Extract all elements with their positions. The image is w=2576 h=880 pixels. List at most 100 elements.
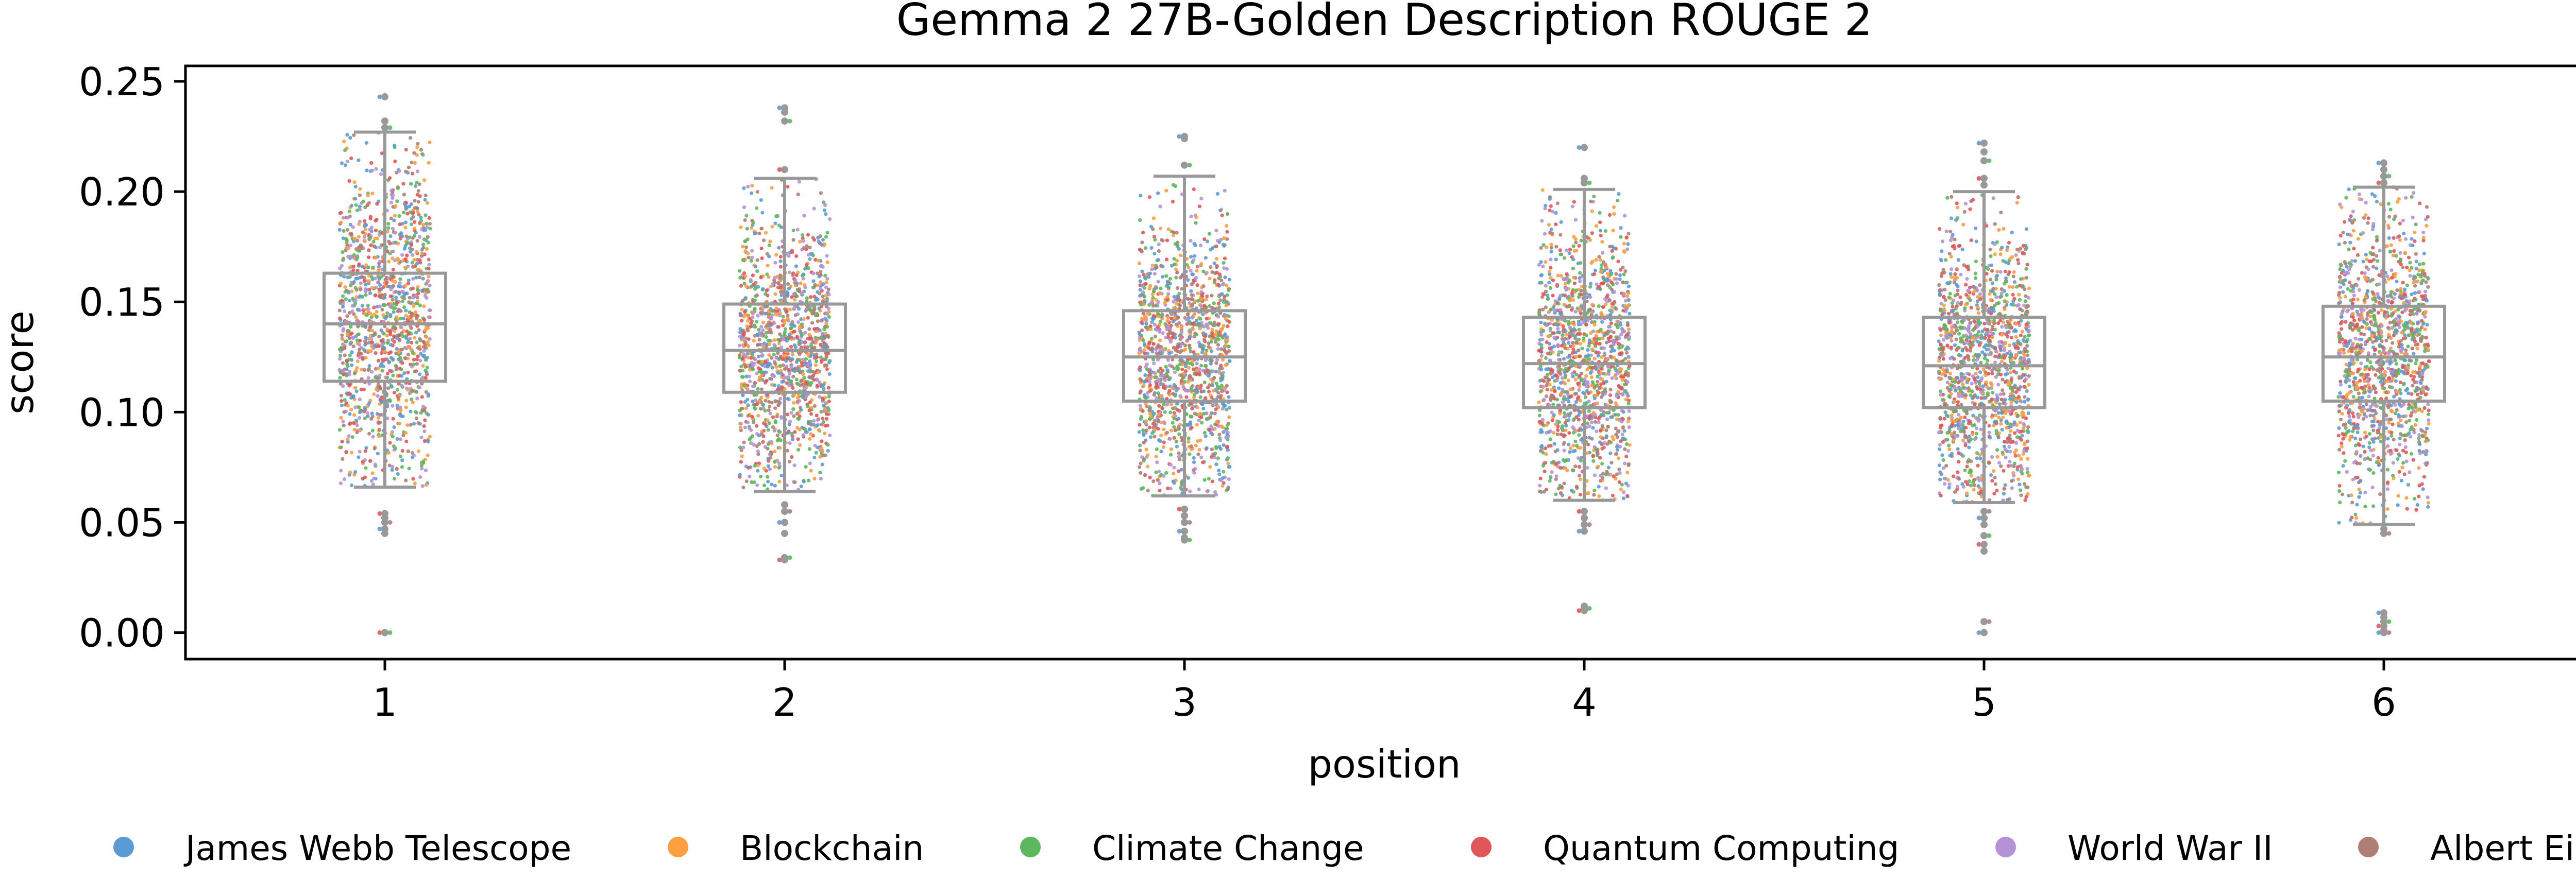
scatter-point	[767, 342, 771, 347]
scatter-point	[1545, 384, 1549, 388]
scatter-point	[350, 435, 354, 439]
scatter-point	[1173, 394, 1177, 398]
scatter-point	[1214, 369, 1218, 374]
scatter-point	[409, 182, 413, 186]
scatter-point	[1208, 416, 1212, 420]
scatter-point	[406, 353, 411, 357]
scatter-point	[1155, 460, 1159, 464]
scatter-point	[415, 396, 419, 401]
scatter-point	[1626, 399, 1631, 403]
scatter-point	[421, 354, 425, 358]
scatter-point	[825, 260, 829, 264]
scatter-point	[1146, 312, 1150, 316]
scatter-point	[388, 303, 392, 308]
scatter-point	[1626, 402, 1631, 406]
scatter-point	[778, 332, 782, 336]
scatter-point	[404, 148, 408, 152]
scatter-point	[756, 469, 760, 473]
scatter-point	[401, 258, 405, 263]
scatter-point	[776, 351, 780, 355]
scatter-point	[745, 227, 749, 231]
scatter-point	[395, 365, 399, 369]
scatter-point	[1139, 415, 1143, 419]
scatter-point	[406, 315, 411, 319]
scatter-point	[1179, 330, 1184, 334]
scatter-point	[1156, 478, 1160, 482]
scatter-point	[1157, 412, 1161, 417]
scatter-point	[351, 239, 356, 244]
scatter-point	[423, 457, 427, 461]
outlier-point	[377, 511, 382, 516]
scatter-point	[812, 476, 817, 480]
scatter-point	[417, 328, 421, 332]
scatter-point	[1142, 384, 1146, 388]
scatter-point	[815, 424, 819, 428]
scatter-point	[1605, 417, 1609, 421]
scatter-point	[741, 375, 745, 379]
scatter-point	[357, 342, 362, 347]
scatter-point	[421, 340, 426, 344]
scatter-point	[1551, 294, 1555, 298]
scatter-point	[399, 408, 403, 412]
scatter-point	[337, 368, 342, 372]
scatter-point	[812, 404, 817, 408]
scatter-point	[739, 460, 743, 464]
scatter-point	[1202, 389, 1206, 393]
scatter-point	[811, 271, 816, 275]
scatter-point	[341, 329, 345, 333]
scatter-point	[824, 401, 828, 405]
scatter-point	[385, 375, 389, 380]
scatter-point	[1155, 327, 1159, 332]
scatter-point	[761, 328, 765, 332]
scatter-point	[417, 449, 421, 453]
scatter-point	[348, 244, 352, 248]
scatter-point	[1537, 263, 1541, 267]
scatter-point	[1189, 349, 1193, 353]
scatter-point	[1172, 257, 1176, 261]
scatter-point	[417, 213, 421, 217]
scatter-point	[1197, 324, 1201, 328]
scatter-point	[1628, 335, 1632, 339]
scatter-point	[1164, 257, 1168, 262]
scatter-point	[1171, 319, 1175, 324]
scatter-point	[1557, 350, 1561, 354]
scatter-point	[1148, 411, 1152, 416]
scatter-point	[392, 390, 397, 395]
scatter-point	[792, 292, 796, 296]
scatter-point	[1199, 364, 1204, 368]
scatter-point	[1160, 313, 1164, 317]
scatter-point	[792, 463, 796, 468]
scatter-point	[1222, 282, 1226, 286]
scatter-point	[1154, 396, 1159, 400]
scatter-point	[1138, 338, 1142, 342]
scatter-point	[1627, 416, 1631, 421]
scatter-point	[1578, 474, 1582, 478]
scatter-point	[1220, 389, 1224, 393]
scatter-point	[1573, 309, 1578, 314]
scatter-point	[811, 253, 815, 257]
scatter-point	[427, 263, 431, 267]
scatter-point	[1549, 398, 1553, 402]
scatter-point	[1189, 415, 1193, 419]
scatter-point	[823, 424, 827, 428]
scatter-point	[1207, 477, 1211, 481]
scatter-point	[408, 296, 412, 300]
scatter-point	[405, 291, 409, 296]
scatter-point	[1585, 310, 1589, 315]
scatter-point	[1225, 390, 1229, 394]
scatter-point	[825, 277, 829, 281]
scatter-point	[755, 371, 759, 375]
scatter-point	[781, 315, 785, 319]
scatter-point	[396, 472, 400, 476]
scatter-point	[781, 357, 785, 361]
scatter-point	[1168, 410, 1173, 415]
scatter-point	[823, 273, 827, 278]
outlier-point	[1177, 134, 1182, 139]
scatter-point	[814, 451, 818, 455]
scatter-point	[1549, 266, 1553, 270]
scatter-point	[1160, 374, 1164, 378]
scatter-point	[814, 257, 818, 262]
scatter-point	[359, 287, 363, 291]
scatter-point	[1624, 281, 1629, 285]
scatter-point	[1549, 257, 1553, 262]
